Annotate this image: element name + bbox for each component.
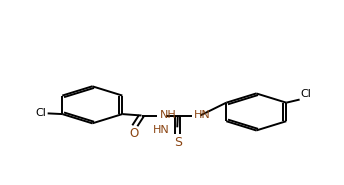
Text: NH: NH (160, 110, 176, 120)
Text: O: O (130, 127, 139, 140)
Text: S: S (174, 136, 182, 149)
Text: HN: HN (153, 125, 170, 135)
Text: Cl: Cl (36, 108, 46, 118)
Text: Cl: Cl (300, 89, 311, 99)
Text: HN: HN (194, 110, 211, 120)
